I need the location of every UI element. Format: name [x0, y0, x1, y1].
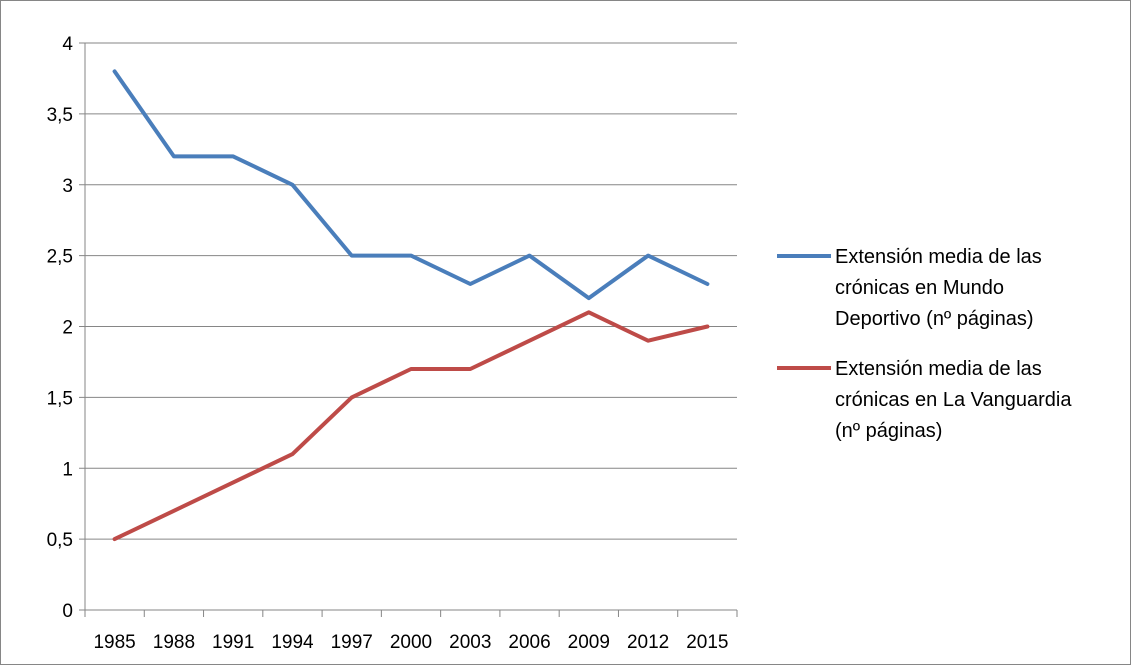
x-tick-label: 2003 [449, 632, 491, 653]
y-axis-tick-labels: 0 0,5 1 1,5 2 2,5 3 3,5 4 [47, 34, 74, 622]
legend-label: Deportivo (nº páginas) [835, 308, 1034, 330]
series-line-1 [112, 69, 710, 301]
y-tick-label: 1 [62, 459, 73, 480]
x-tick-label: 1991 [212, 632, 254, 653]
x-tick-label: 2000 [390, 632, 432, 653]
y-tick-label: 2,5 [47, 247, 73, 268]
series-line-2 [112, 310, 710, 542]
x-tick-label: 1997 [331, 632, 373, 653]
x-tick-label: 2006 [508, 632, 550, 653]
x-tick-label: 1994 [271, 632, 314, 653]
x-tick-label: 1985 [93, 632, 135, 653]
x-tick-label: 1988 [153, 632, 195, 653]
x-tick-label: 2012 [627, 632, 669, 653]
y-tick-label: 1,5 [47, 388, 73, 409]
y-tick-label: 3 [62, 176, 73, 197]
x-tick-label: 2009 [568, 632, 610, 653]
legend-label: crónicas en La Vanguardia [835, 389, 1072, 411]
y-tick-label: 3,5 [47, 105, 73, 126]
x-tick-label: 2015 [686, 632, 728, 653]
y-tick-label: 2 [62, 318, 73, 339]
y-tick-label: 0 [62, 601, 73, 622]
legend-label: crónicas en Mundo [835, 277, 1004, 299]
axes [79, 42, 738, 617]
x-axis-tick-labels: 1985 1988 1991 1994 1997 2000 2003 2006 2009 2012… [93, 632, 728, 653]
legend-label: Extensión media de las [835, 358, 1042, 380]
legend-label: Extensión media de las [835, 246, 1042, 268]
series-lines [112, 69, 710, 542]
y-tick-label: 4 [62, 34, 73, 55]
gridlines [85, 42, 737, 540]
legend: Extensión media de las crónicas en Mundo D… [777, 246, 1072, 442]
legend-label: (nº páginas) [835, 420, 942, 442]
y-tick-label: 0,5 [47, 530, 73, 551]
